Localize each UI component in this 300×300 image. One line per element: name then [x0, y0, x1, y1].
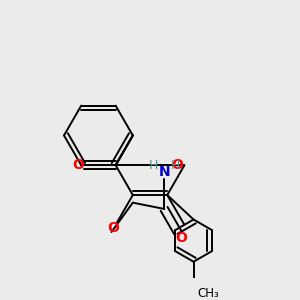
Text: H: H: [170, 159, 180, 172]
Text: CH₃: CH₃: [197, 287, 219, 300]
Text: O: O: [108, 221, 120, 235]
Text: H: H: [148, 159, 158, 172]
Text: O: O: [72, 158, 84, 172]
Text: O: O: [175, 231, 187, 245]
Text: O: O: [172, 158, 184, 172]
Text: N: N: [158, 165, 170, 179]
